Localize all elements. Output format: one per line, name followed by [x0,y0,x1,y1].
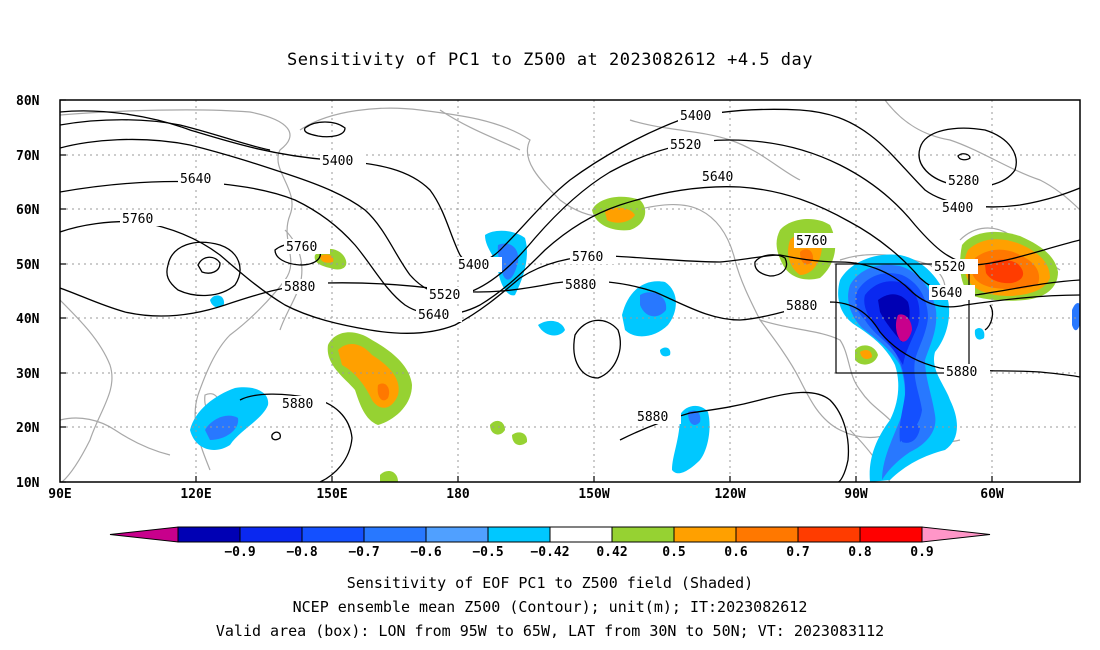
contour-label: 5280 [948,174,979,189]
lat-label: 30N [16,367,40,382]
z500-contours [60,108,1080,482]
neg-patch-e-pacific [672,405,710,474]
longitude-labels: 90E 120E 150E 180 150W 120W 90W 60W [48,487,1004,502]
colorbar-label: 0.42 [596,545,627,560]
lon-label: 150E [316,487,347,502]
neg-patch-japan-sea [210,295,225,308]
lon-label: 90E [48,487,71,502]
contour-label: 5880 [637,410,668,425]
contour-label: 5640 [180,172,211,187]
latitude-labels: 80N 70N 60N 50N 40N 30N 20N 10N [16,94,40,491]
contour-label: 5400 [322,154,353,169]
colorbar: −0.9 −0.8 −0.7 −0.6 −0.5 −0.42 0.42 0.5 0.6 0.7 0.… [109,526,991,560]
colorbar-swatch [859,526,923,543]
lon-label: 90W [844,487,868,502]
contour-label: 5760 [572,250,603,265]
lon-label: 60W [980,487,1004,502]
lon-label: 120E [180,487,211,502]
contour-label: 5760 [796,234,827,249]
contour-label: 5520 [934,260,965,275]
lat-label: 80N [16,94,40,109]
lon-label: 120W [714,487,745,502]
colorbar-swatch [177,526,241,543]
colorbar-label: −0.8 [286,545,317,560]
colorbar-label: 0.5 [662,545,685,560]
map-title: Sensitivity of PC1 to Z500 at 2023082612… [286,50,813,70]
contour-label: 5640 [931,286,962,301]
colorbar-high-arrow [921,526,991,543]
contour-label: 5400 [458,258,489,273]
contour-label: 5640 [702,170,733,185]
colorbar-swatch [425,526,489,543]
caption-line-2: NCEP ensemble mean Z500 (Contour); unit(… [292,598,808,616]
contour-label: 5520 [429,288,460,303]
caption-line-1: Sensitivity of EOF PC1 to Z500 field (Sh… [346,574,754,592]
lon-label: 150W [578,487,609,502]
caption-line-3: Valid area (box): LON from 95W to 65W, L… [215,622,885,640]
contour-label: 5880 [565,278,596,293]
colorbar-swatch [239,526,303,543]
colorbar-swatch [735,526,799,543]
colorbar-swatch [549,526,613,543]
contour-label: 5760 [122,212,153,227]
colorbar-swatch [487,526,551,543]
plot-frame [59,99,1081,483]
colorbar-swatch [611,526,675,543]
lat-label: 10N [16,476,40,491]
colorbar-label: −0.5 [472,545,503,560]
colorbar-label: −0.7 [348,545,379,560]
colorbar-label: 0.8 [848,545,872,560]
contour-label: 5520 [670,138,701,153]
lat-label: 50N [16,258,40,273]
contour-label: 5880 [282,397,313,412]
contour-label: 5880 [786,299,817,314]
lat-label: 20N [16,421,40,436]
colorbar-label: −0.9 [224,545,255,560]
colorbar-low-arrow [109,526,179,543]
contour-labels: 5400 5400 5400 5400 5520 5520 5520 5640 … [120,108,992,425]
shaded-sensitivity [190,196,1080,482]
colorbar-swatch [673,526,737,543]
colorbar-label: 0.7 [786,545,809,560]
colorbar-swatch [797,526,861,543]
colorbar-label: 0.6 [724,545,748,560]
lat-label: 70N [16,149,40,164]
valid-area-box [835,263,970,374]
contour-label: 5880 [946,365,977,380]
contour-label: 5400 [942,201,973,216]
colorbar-swatch [363,526,427,543]
contour-label: 5640 [418,308,449,323]
colorbar-swatch [301,526,365,543]
colorbar-label: −0.6 [410,545,441,560]
contour-label: 5400 [680,109,711,124]
contour-label: 5880 [284,280,315,295]
lat-label: 40N [16,312,40,327]
lat-label: 60N [16,203,40,218]
colorbar-label: 0.9 [910,545,933,560]
contour-label: 5760 [286,240,317,255]
tick-marks [60,99,993,483]
colorbar-label: −0.42 [530,545,569,560]
lon-label: 180 [446,487,470,502]
